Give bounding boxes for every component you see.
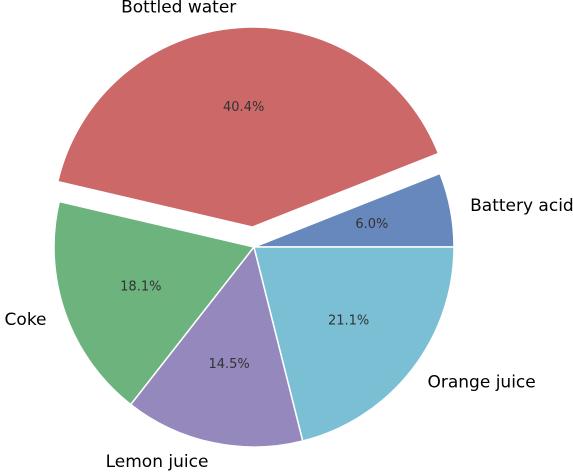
pct-label-battery-acid: 6.0% <box>355 217 388 232</box>
pie-slice-bottled-water <box>57 26 440 228</box>
slice-label-bottled-water: Bottled water <box>121 0 236 18</box>
pct-label-bottled-water: 40.4% <box>223 100 264 115</box>
slice-label-lemon-juice: Lemon juice <box>106 452 209 472</box>
pie-slice-coke <box>53 200 255 406</box>
pie-slice-orange-juice <box>253 246 455 442</box>
slice-label-coke: Coke <box>5 310 47 330</box>
pie-slice-lemon-juice <box>130 246 304 448</box>
pie-slices <box>53 26 455 448</box>
pct-label-coke: 18.1% <box>120 279 161 294</box>
pie-labels: Battery acid 6.0% Bottled water 40.4% Coke 18… <box>5 0 573 472</box>
pct-label-orange-juice: 21.1% <box>328 313 369 328</box>
slice-label-orange-juice: Orange juice <box>427 372 535 392</box>
pct-label-lemon-juice: 14.5% <box>208 357 249 372</box>
slice-label-battery-acid: Battery acid <box>470 196 573 216</box>
